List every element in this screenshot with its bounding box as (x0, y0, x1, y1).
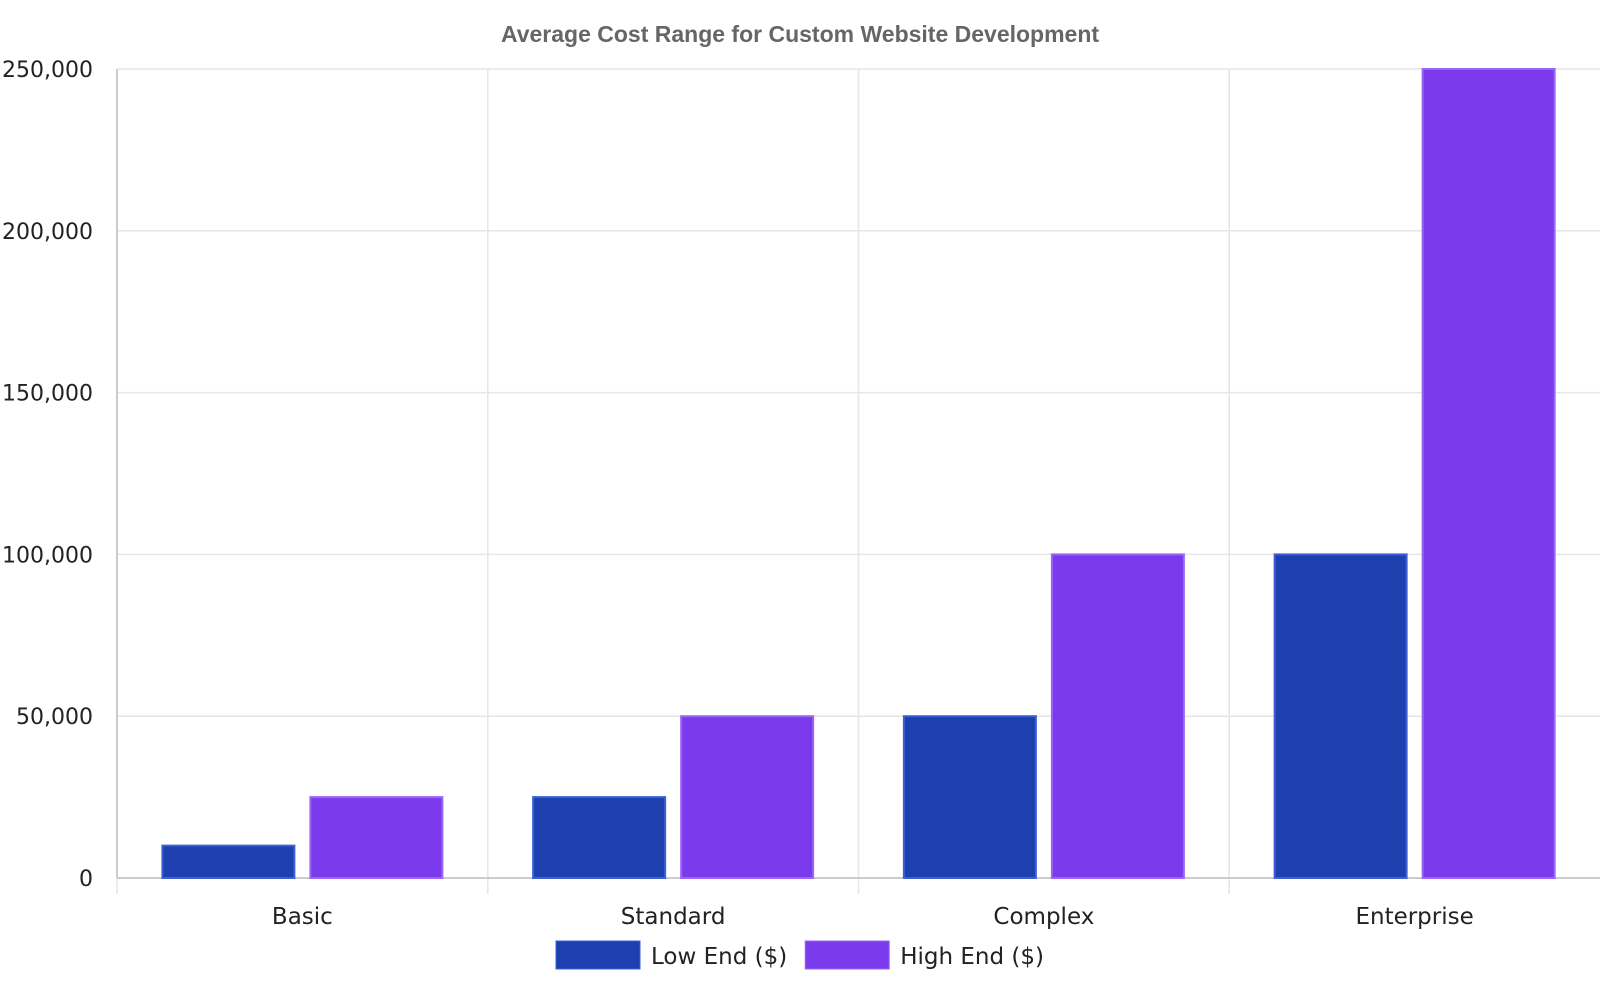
bar-enterprise-series-1[interactable] (1273, 553, 1408, 880)
x-tick-label: Basic (272, 904, 333, 930)
legend-swatch-series-2[interactable] (804, 940, 890, 970)
y-tick-label: 0 (79, 867, 93, 892)
y-tick-labels: 0 50,000 100,000 150,000 200,000 250,000 (2, 58, 93, 892)
x-tick-label: Enterprise (1355, 904, 1473, 930)
y-tick-label: 50,000 (16, 705, 93, 730)
y-tick-label: 200,000 (2, 220, 93, 245)
bar-layer (161, 68, 1556, 880)
legend-swatch-series-1[interactable] (555, 940, 641, 970)
bar-complex-series-2[interactable] (1050, 553, 1185, 880)
bar-standard-series-1[interactable] (532, 796, 667, 879)
x-tick-label: Standard (621, 904, 726, 930)
y-tick-label: 100,000 (2, 543, 93, 568)
bar-basic-series-2[interactable] (309, 796, 444, 879)
bar-enterprise-series-2[interactable] (1421, 68, 1556, 879)
bar-complex-series-1[interactable] (902, 715, 1037, 880)
x-tick-labels: Basic Standard Complex Enterprise (272, 904, 1474, 930)
legend-label: Low End ($) (651, 944, 787, 970)
legend: Low End ($) High End ($) (555, 940, 1044, 970)
chart-title: Average Cost Range for Custom Website De… (501, 21, 1099, 47)
legend-label: High End ($) (900, 944, 1044, 970)
y-tick-label: 150,000 (2, 382, 93, 407)
bar-basic-series-1[interactable] (161, 844, 296, 880)
bar-standard-series-2[interactable] (680, 715, 815, 880)
y-tick-label: 250,000 (2, 58, 93, 83)
x-tick-label: Complex (993, 904, 1094, 930)
